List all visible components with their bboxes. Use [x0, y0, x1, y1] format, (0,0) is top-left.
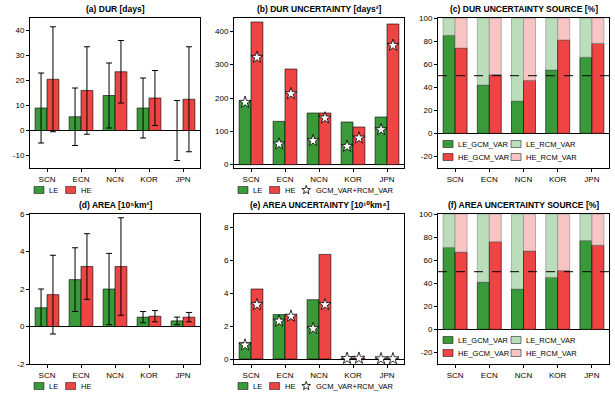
svg-text:LE: LE: [253, 382, 262, 391]
svg-text:HE_GCM_VAR: HE_GCM_VAR: [458, 349, 510, 358]
svg-text:(e) AREA UNCERTAINTY [10¹⁰km⁴]: (e) AREA UNCERTAINTY [10¹⁰km⁴]: [250, 200, 389, 210]
svg-text:20: 20: [423, 106, 432, 115]
svg-text:ECN: ECN: [481, 175, 498, 184]
svg-text:HE_GCM_VAR: HE_GCM_VAR: [458, 153, 510, 162]
svg-text:JPN: JPN: [379, 371, 394, 380]
svg-text:JPN: JPN: [175, 371, 190, 380]
svg-text:KOR: KOR: [140, 175, 158, 184]
svg-text:KOR: KOR: [344, 371, 362, 380]
svg-text:HE_RCM_VAR: HE_RCM_VAR: [526, 349, 577, 358]
svg-text:NCN: NCN: [310, 175, 328, 184]
svg-text:ECN: ECN: [277, 175, 294, 184]
svg-text:NCN: NCN: [106, 175, 124, 184]
svg-text:100: 100: [215, 127, 229, 136]
svg-text:SCN: SCN: [447, 175, 464, 184]
svg-text:0: 0: [224, 355, 229, 364]
svg-text:40: 40: [423, 83, 432, 92]
svg-text:ECN: ECN: [73, 175, 90, 184]
svg-text:GCM_VAR+RCM_VAR: GCM_VAR+RCM_VAR: [316, 382, 394, 391]
svg-text:LE_GCM_VAR: LE_GCM_VAR: [458, 140, 508, 149]
svg-text:(a) DUR [days]: (a) DUR [days]: [86, 4, 145, 14]
svg-text:LE: LE: [253, 186, 262, 195]
svg-text:8: 8: [224, 223, 229, 232]
svg-text:4: 4: [20, 247, 25, 256]
svg-text:SCN: SCN: [447, 371, 464, 380]
svg-text:JPN: JPN: [379, 175, 394, 184]
svg-text:LE_RCM_VAR: LE_RCM_VAR: [526, 140, 576, 149]
svg-text:JPN: JPN: [584, 371, 599, 380]
svg-text:20: 20: [15, 76, 24, 85]
svg-text:0: 0: [20, 322, 25, 331]
svg-text:400: 400: [215, 27, 229, 36]
svg-text:LE: LE: [49, 186, 58, 195]
svg-text:60: 60: [423, 60, 432, 69]
svg-text:80: 80: [423, 233, 432, 242]
svg-text:JPN: JPN: [584, 175, 599, 184]
svg-text:20: 20: [423, 302, 432, 311]
svg-text:SCN: SCN: [39, 175, 56, 184]
svg-text:LE_GCM_VAR: LE_GCM_VAR: [458, 336, 508, 345]
svg-text:ECN: ECN: [277, 371, 294, 380]
svg-text:2: 2: [20, 285, 25, 294]
svg-text:SCN: SCN: [243, 371, 260, 380]
svg-text:NCN: NCN: [106, 371, 124, 380]
svg-text:6: 6: [224, 256, 229, 265]
svg-text:40: 40: [15, 26, 24, 35]
svg-text:HE: HE: [81, 186, 91, 195]
svg-text:GCM_VAR+RCM_VAR: GCM_VAR+RCM_VAR: [316, 186, 394, 195]
svg-text:KOR: KOR: [140, 371, 158, 380]
svg-text:0: 0: [428, 129, 433, 138]
svg-text:(c) DUR UNCERTAINTY SOURCE [%]: (c) DUR UNCERTAINTY SOURCE [%]: [450, 4, 598, 14]
svg-text:SCN: SCN: [243, 175, 260, 184]
svg-text:0: 0: [224, 160, 229, 169]
svg-text:80: 80: [423, 37, 432, 46]
svg-text:2: 2: [224, 322, 229, 331]
svg-text:10: 10: [15, 101, 24, 110]
svg-text:6: 6: [20, 210, 25, 219]
svg-text:30: 30: [15, 51, 24, 60]
svg-text:HE: HE: [81, 382, 91, 391]
svg-text:(d) AREA [10⁵km²]: (d) AREA [10⁵km²]: [79, 200, 152, 210]
svg-text:SCN: SCN: [39, 371, 56, 380]
svg-text:(b) DUR UNCERTAINTY [days²]: (b) DUR UNCERTAINTY [days²]: [257, 4, 382, 14]
svg-text:JPN: JPN: [175, 175, 190, 184]
svg-text:HE: HE: [285, 382, 295, 391]
svg-text:0: 0: [428, 325, 433, 334]
svg-text:100: 100: [419, 14, 433, 23]
svg-text:KOR: KOR: [549, 371, 567, 380]
svg-text:100: 100: [419, 210, 433, 219]
svg-text:LE: LE: [49, 382, 58, 391]
svg-text:NCN: NCN: [310, 371, 328, 380]
svg-text:200: 200: [215, 94, 229, 103]
svg-text:NCN: NCN: [515, 371, 533, 380]
svg-text:60: 60: [423, 256, 432, 265]
svg-text:ECN: ECN: [73, 371, 90, 380]
svg-text:0: 0: [20, 126, 25, 135]
svg-text:HE: HE: [285, 186, 295, 195]
svg-text:HE_RCM_VAR: HE_RCM_VAR: [526, 153, 577, 162]
svg-text:KOR: KOR: [549, 175, 567, 184]
svg-text:-2: -2: [17, 360, 25, 369]
svg-text:-10: -10: [13, 151, 25, 160]
svg-text:LE_RCM_VAR: LE_RCM_VAR: [526, 336, 576, 345]
svg-text:300: 300: [215, 60, 229, 69]
svg-text:ECN: ECN: [481, 371, 498, 380]
svg-text:-20: -20: [421, 348, 433, 357]
svg-text:-20: -20: [421, 152, 433, 161]
svg-text:KOR: KOR: [344, 175, 362, 184]
svg-text:40: 40: [423, 279, 432, 288]
svg-text:(f) AREA UNCERTAINTY SOURCE [%: (f) AREA UNCERTAINTY SOURCE [%]: [448, 200, 599, 210]
svg-text:4: 4: [224, 289, 229, 298]
svg-text:NCN: NCN: [515, 175, 533, 184]
